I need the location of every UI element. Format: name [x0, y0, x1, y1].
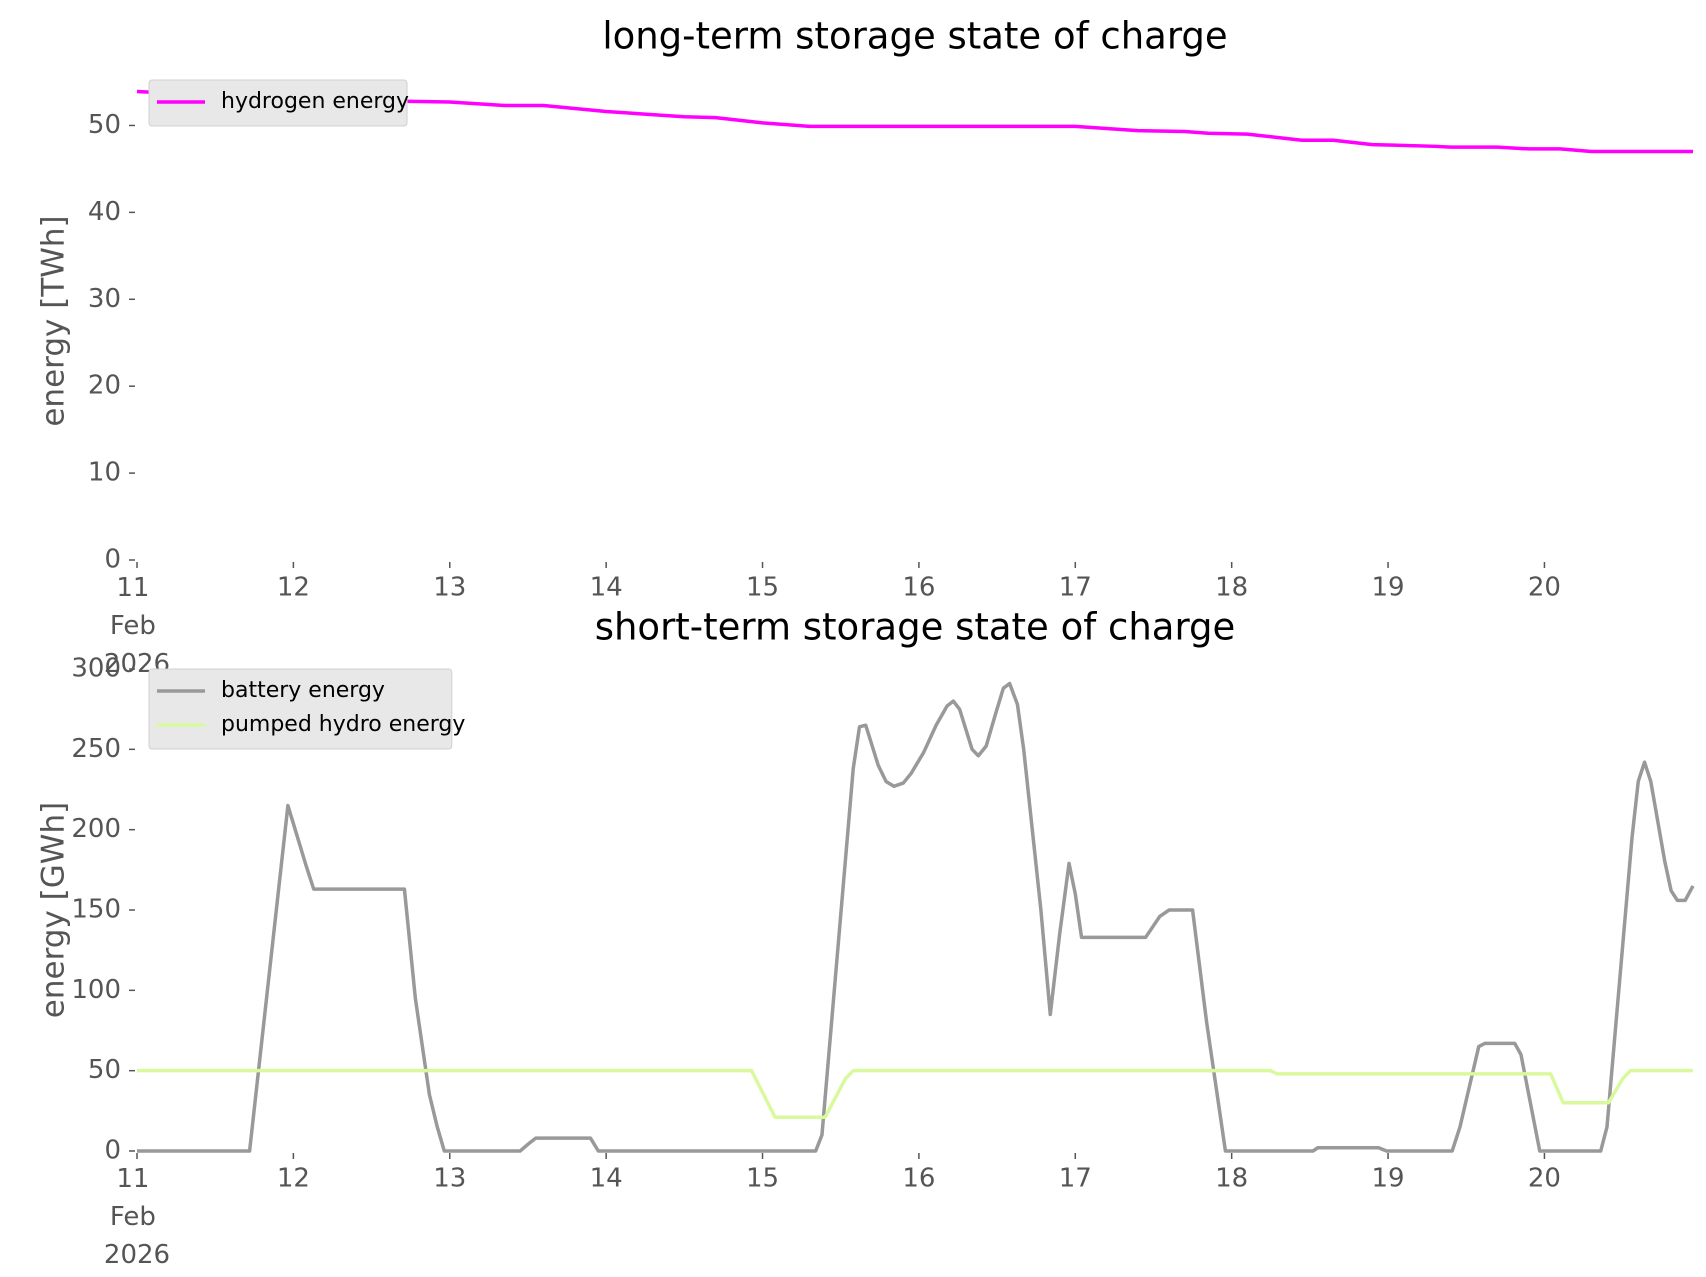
x-tick-label: 19: [1372, 573, 1405, 603]
legend: hydrogen energy: [148, 79, 409, 127]
y-tick-label: 30: [88, 284, 121, 314]
y-tick-label: 250: [71, 734, 121, 764]
chart-title: long-term storage state of charge: [602, 15, 1227, 58]
x-tick-label: 12: [277, 1164, 310, 1194]
series-line: [137, 681, 1695, 1153]
y-axis-label: energy [TWh]: [36, 215, 72, 426]
y-axis-label: energy [GWh]: [36, 802, 72, 1018]
legend-box: [148, 79, 408, 127]
series-line: [137, 1068, 1693, 1120]
x-tick-label: 16: [902, 1164, 935, 1194]
x-tick-label: 12: [277, 573, 310, 603]
x-tick-label: 14: [590, 573, 623, 603]
x-tick-label: 13: [433, 573, 466, 603]
x-tick-label: 17: [1059, 573, 1092, 603]
x-tick-label: 18: [1215, 573, 1248, 603]
legend-box: [148, 668, 453, 750]
chart-title: short-term storage state of charge: [595, 606, 1236, 649]
x-tick-label: 15: [746, 1164, 779, 1194]
x-tick-label: 14: [590, 1164, 623, 1194]
y-tick-label: 300: [71, 654, 121, 684]
y-tick-label: 40: [88, 197, 121, 227]
x-tick-label: 18: [1215, 1164, 1248, 1194]
x-tick-label: 20: [1528, 1164, 1561, 1194]
x-tick-label: 16: [902, 573, 935, 603]
x-tick-label: 20: [1528, 573, 1561, 603]
x-tick-label: 17: [1059, 1164, 1092, 1194]
x-tick-label: 15: [746, 573, 779, 603]
x-tick-label: 11 Feb 2026: [104, 1164, 170, 1270]
y-tick-label: 0: [104, 1136, 121, 1166]
x-tick-label: 19: [1372, 1164, 1405, 1194]
y-tick-label: 50: [88, 110, 121, 140]
y-tick-label: 20: [88, 371, 121, 401]
y-tick-label: 100: [71, 975, 121, 1005]
x-tick-label: 11 Feb 2026: [104, 573, 170, 679]
y-tick-label: 50: [88, 1055, 121, 1085]
y-tick-label: 200: [71, 814, 121, 844]
legend-label: battery energy: [221, 678, 385, 703]
x-tick-label: 13: [433, 1164, 466, 1194]
series-line: [136, 89, 1693, 154]
y-tick-label: 150: [71, 895, 121, 925]
y-tick-label: 0: [104, 545, 121, 575]
legend: battery energy pumped hydro energy: [148, 668, 465, 750]
legend-label: hydrogen energy: [221, 89, 409, 114]
y-tick-label: 10: [88, 458, 121, 488]
legend-label: pumped hydro energy: [221, 712, 465, 737]
